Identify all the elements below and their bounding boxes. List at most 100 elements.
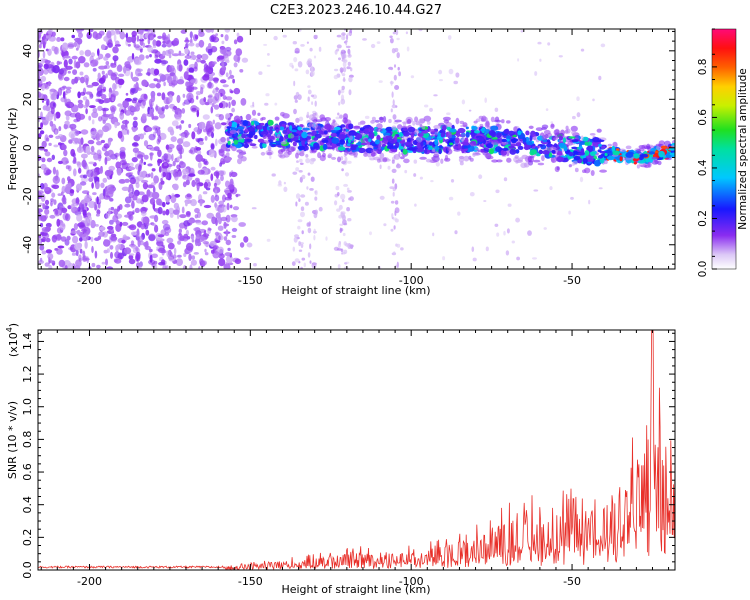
signal-speck [249,143,257,147]
noise-speck [57,87,63,96]
streak-speck [300,44,305,47]
noise-speck [182,174,190,180]
noise-speck [61,177,66,185]
signal-speck [307,138,311,143]
streak-speck [339,114,343,119]
signal-speck [458,157,465,163]
signal-speck [331,156,337,160]
noise-speck [145,55,150,59]
noise-speck [171,153,174,162]
noise-speck [222,95,227,100]
streak-speck [298,158,303,163]
spectrogram-y-tick-label: -40 [21,236,34,254]
signal-speck [301,131,308,139]
noise-speck [162,50,167,57]
signal-speck [395,141,400,149]
signal-speck [473,120,478,124]
noise-speck [235,89,239,95]
noise-speck [135,86,140,91]
signal-speck [553,129,560,136]
noise-speck [82,209,87,216]
noise-speck [111,93,116,101]
signal-speck [501,138,507,143]
signal-speck [407,147,416,151]
noise-speck [98,231,105,237]
sparse-speck [576,96,580,101]
sparse-speck [419,176,423,180]
noise-speck [178,232,182,236]
signal-speck [314,133,322,139]
noise-speck [81,228,88,232]
signal-speck [287,138,291,143]
signal-speck [260,122,265,126]
noise-speck [156,79,162,83]
signal-speck [481,115,487,122]
noise-speck [214,92,220,101]
spectrogram-x-axis: -200 -150 -100 -50 [40,29,670,287]
streak-speck [340,193,346,200]
noise-speck [201,53,209,61]
noise-speck [68,139,73,144]
signal-speck [226,137,230,142]
signal-speck [474,130,480,134]
noise-speck [95,181,100,190]
noise-speck [116,167,122,176]
noise-speck [155,82,161,89]
noise-speck [212,251,220,259]
sparse-speck [483,200,487,202]
signal-speck [517,130,522,136]
noise-speck [97,129,104,137]
noise-speck [190,235,195,240]
noise-speck [40,75,47,82]
noise-speck [124,61,131,68]
signal-speck [385,135,393,139]
signal-speck [403,158,410,164]
signal-speck [669,152,675,156]
noise-speck [140,224,145,230]
signal-speck [648,151,655,155]
noise-speck [188,67,195,73]
noise-speck [61,196,67,203]
noise-speck [83,197,91,204]
noise-speck [51,123,57,133]
noise-speck [89,105,96,109]
signal-speck [371,116,376,121]
streak-speck [341,36,346,41]
noise-speck [197,150,202,156]
noise-speck [121,186,129,191]
noise-speck [135,198,143,204]
signal-speck [465,131,470,138]
signal-speck [344,150,348,156]
streak-speck [341,199,345,203]
noise-speck [91,182,94,189]
noise-speck [69,123,77,130]
noise-speck [52,175,60,184]
signal-speck [496,159,503,163]
noise-speck [160,180,165,185]
signal-speck [269,126,274,130]
noise-speck [202,191,208,195]
noise-speck [154,263,158,269]
sparse-speck [391,48,396,54]
streak-speck [393,115,396,120]
noise-speck [67,176,71,182]
noise-speck [246,242,253,248]
signal-speck [301,140,305,146]
noise-speck [45,106,51,112]
noise-speck [131,76,139,82]
noise-speck [40,163,47,170]
noise-speck [204,101,210,106]
noise-speck [88,161,95,165]
noise-speck [184,47,189,55]
signal-speck [339,139,346,145]
signal-speck [480,128,486,132]
noise-speck [46,157,53,163]
sparse-speck [447,35,452,40]
noise-speck [54,129,58,135]
noise-speck [211,103,215,107]
signal-speck [537,144,544,147]
noise-speck [167,144,175,149]
signal-speck [635,149,642,154]
signal-speck [449,128,457,133]
